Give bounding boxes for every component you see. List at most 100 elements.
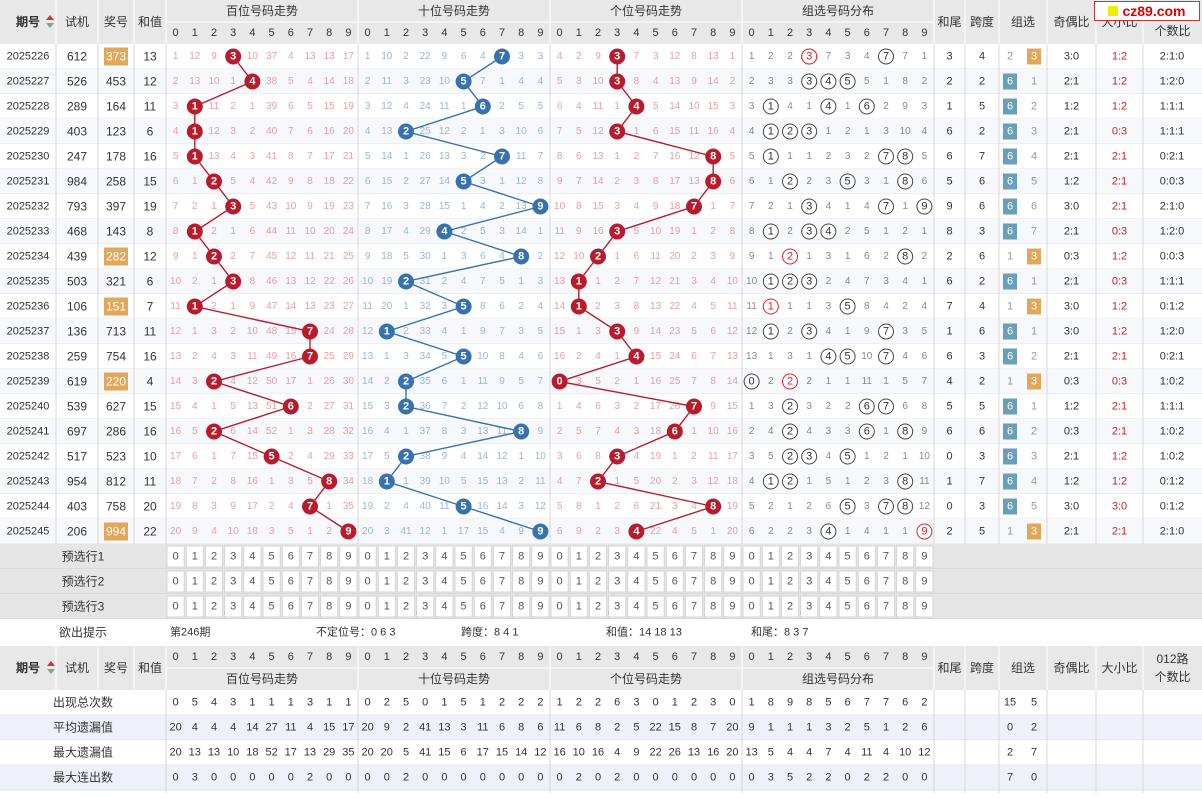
tens-miss-value: 33 [420, 326, 432, 337]
units-miss-value: 9 [576, 226, 582, 237]
group-six-value: 6 [1007, 326, 1013, 338]
group-hit-circle [801, 198, 818, 215]
tens-miss-value: 1 [518, 276, 524, 287]
tens-miss-value: 12 [516, 176, 528, 187]
units-miss-value: 11 [650, 251, 661, 262]
group-dist-value: 2 [768, 51, 774, 62]
units-miss-value: 13 [727, 351, 739, 362]
stats-value: 0 [480, 772, 486, 784]
stats-value: 6 [902, 697, 908, 709]
preselect-digit-cell [665, 545, 684, 568]
group-dist-value: 1 [864, 451, 870, 462]
group-dist-value: 7 [883, 151, 889, 163]
units-trend-line [559, 56, 716, 533]
group-hit-circle [897, 498, 914, 515]
tens-miss-value: 31 [420, 276, 432, 287]
hundreds-miss-value: 12 [189, 51, 201, 62]
stats-value: 0 [326, 772, 332, 784]
units-hit-label: 4 [633, 351, 640, 363]
tens-hit-marker [455, 73, 472, 90]
tens-miss-value: 11 [478, 376, 489, 387]
stats-value: 17 [285, 747, 297, 759]
preselect-digit-cell [627, 570, 646, 593]
hundreds-hit-label: 7 [307, 501, 313, 513]
preselect-digit: 4 [825, 576, 831, 588]
group-dist-value: 2 [806, 501, 812, 512]
trial-cell: 468 [67, 225, 87, 239]
tens-hit-marker [398, 273, 414, 290]
units-miss-value: 9 [691, 76, 697, 87]
trial-cell: 106 [67, 300, 87, 314]
period-cell: 2025242 [7, 451, 50, 463]
stats-value: 7 [864, 697, 870, 709]
stats-value: 15 [438, 747, 450, 759]
units-miss-value: 2 [634, 401, 640, 412]
group-three-miss: 7 [1031, 226, 1037, 238]
preselect-digit: 1 [192, 551, 198, 563]
stats-value: 6 [537, 722, 543, 734]
header-digit-label: 7 [307, 27, 313, 39]
units-miss-value: 4 [730, 126, 736, 137]
units-miss-value: 8 [576, 501, 582, 512]
hundreds-miss-value: 10 [170, 276, 182, 287]
tens-miss-value: 18 [381, 251, 393, 262]
preselect-digit: 5 [653, 551, 659, 563]
hundreds-miss-value: 22 [343, 176, 355, 187]
header-digit-label: 3 [422, 27, 428, 39]
road012-cell: 1:1:1 [1160, 401, 1184, 413]
header-digit-label: 9 [729, 27, 735, 39]
tens-miss-value: 10 [535, 451, 547, 462]
units-hit-marker [705, 148, 722, 165]
stats-value: 29 [323, 747, 335, 759]
preselect-digit: 3 [614, 551, 620, 563]
tens-miss-value: 4 [365, 126, 371, 137]
hundreds-miss-value: 9 [250, 301, 256, 312]
period-cell: 2025238 [7, 351, 50, 363]
group-three-value: 3 [1031, 526, 1037, 538]
tens-miss-value: 13 [496, 476, 508, 487]
sum-tail-cell: 1 [946, 326, 952, 338]
period-cell: 2025232 [7, 201, 50, 213]
tens-miss-value: 4 [480, 201, 486, 212]
hundreds-miss-value: 15 [247, 451, 259, 462]
site-logo[interactable]: cz89.com [1094, 1, 1200, 21]
tens-hit-marker [474, 98, 491, 115]
header-digit-label: 8 [710, 27, 716, 39]
group-dist-value: 2 [902, 301, 908, 312]
preselect-digit-cell [377, 570, 396, 593]
tens-hit-marker [398, 373, 414, 390]
stats-value: 5 [864, 722, 870, 734]
group-dist-value: 8 [902, 476, 908, 488]
stats-value: 8 [768, 697, 774, 709]
preselect-right-bg [934, 569, 1202, 594]
hundreds-miss-value: 3 [173, 101, 179, 112]
odd-even-cell: 1:2 [1064, 401, 1079, 413]
hundreds-miss-value: 6 [230, 426, 236, 437]
hundreds-miss-value: 5 [307, 476, 313, 487]
sum-cell: 12 [143, 250, 157, 264]
data-row-background [0, 344, 1202, 369]
units-miss-value: 1 [691, 426, 697, 437]
tens-miss-value: 3 [499, 126, 505, 137]
stats-value: 9 [787, 697, 793, 709]
header-odd_even-label: 奇偶比 [1053, 661, 1089, 675]
preselect-digit: 1 [192, 601, 198, 613]
hundreds-miss-value: 17 [247, 501, 259, 512]
group-six-value: 6 [1007, 351, 1013, 363]
big-small-cell: 2:1 [1112, 151, 1127, 163]
preselect-digit: 7 [883, 601, 889, 613]
tens-miss-value: 4 [403, 226, 409, 237]
stats-value: 11 [554, 722, 565, 734]
units-miss-value: 4 [710, 276, 716, 287]
hundreds-miss-value: 12 [170, 326, 182, 337]
hundreds-miss-value: 1 [173, 51, 179, 62]
hundreds-miss-value: 20 [343, 126, 355, 137]
preselect-digit: 0 [749, 576, 755, 588]
hint-uncertain-digits: 不定位号：0 6 3 [316, 625, 395, 639]
group-hit-circle [762, 473, 779, 490]
road012-cell: 1:0:2 [1160, 426, 1184, 438]
hundreds-miss-value: 12 [208, 126, 220, 137]
hundreds-miss-value: 13 [304, 301, 316, 312]
group-dist-value: 7 [883, 501, 889, 513]
group-dist-value: 5 [749, 501, 755, 512]
